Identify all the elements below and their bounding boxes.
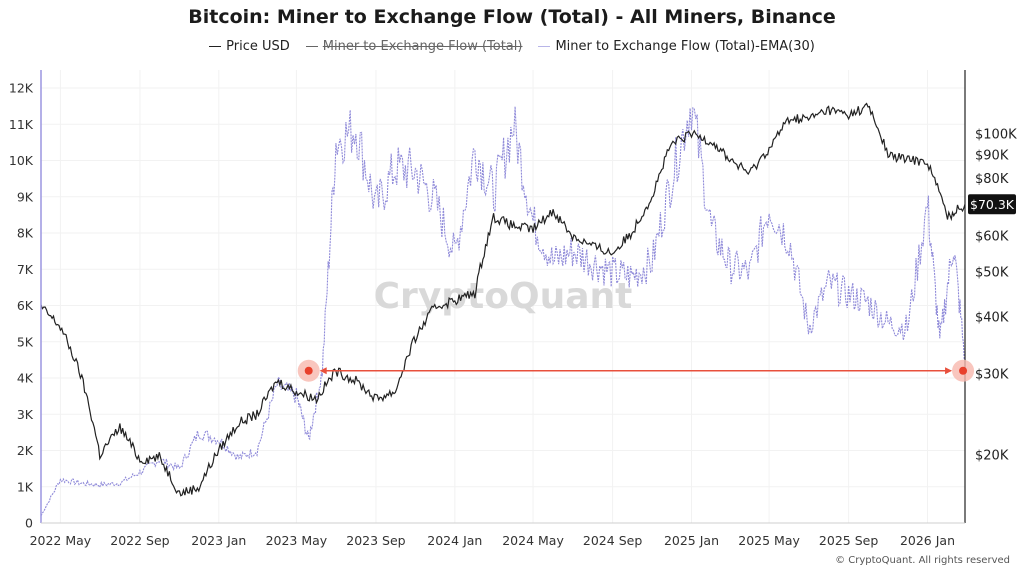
x-tick-label: 2022 May [30,533,92,548]
annotation-arrow [297,359,975,382]
annotation-end-dot [959,366,968,375]
legend: Price USD Miner to Exchange Flow (Total)… [0,39,1024,54]
series-layer [40,102,966,517]
x-tick-label: 2026 Jan [900,533,955,548]
legend-label-price: Price USD [226,39,290,54]
y-left-tick-label: 2K [17,443,34,458]
annotation-arrowhead-right [945,367,953,375]
chart-title: Bitcoin: Miner to Exchange Flow (Total) … [188,6,836,28]
y-left-tick-label: 3K [17,407,34,422]
annotation-arrowhead-left [319,367,327,375]
x-tick-label: 2025 Sep [819,533,878,548]
series-line-price [40,102,966,497]
y-left-tick-label: 11K [9,117,34,132]
legend-item-ema[interactable]: Miner to Exchange Flow (Total)-EMA(30) [538,39,815,54]
legend-label-ema: Miner to Exchange Flow (Total)-EMA(30) [555,39,815,54]
x-tick-label: 2022 Sep [110,533,169,548]
y-left-tick-label: 12K [9,81,34,96]
x-tick-label: 2024 May [502,533,564,548]
x-tick-label: 2023 Jan [191,533,246,548]
legend-swatch-price [209,46,222,47]
y-right-tick-label: $80K [975,172,1009,187]
grid [41,70,965,524]
annotation-start-dot [304,366,313,375]
current-price-badge-bg [968,194,1016,215]
y-left-tick-label: 10K [9,153,34,168]
x-tick-label: 2023 Sep [346,533,405,548]
current-price-badge: $70.3K [968,194,1016,215]
axes: 2022 May 2022 Sep 2023 Jan 2023 May 2023 Sep… [9,70,1017,548]
y-left-tick-label: 4K [17,371,34,386]
y-left-tick-label: 9K [17,189,34,204]
y-left-tick-label: 5K [17,334,34,349]
legend-label-flow: Miner to Exchange Flow (Total) [322,39,523,54]
copyright-text: © CryptoQuant. All rights reserved [835,555,1010,566]
x-tick-label: 2024 Sep [583,533,642,548]
legend-item-flow[interactable]: Miner to Exchange Flow (Total) [305,39,523,54]
annotation-layer [297,359,975,382]
y-left-tick-label: 1K [17,479,34,494]
y-left-tick-label: 7K [17,262,34,277]
series-line-ema [40,106,966,517]
x-tick-label: 2025 May [738,533,800,548]
y-right-tick-label: $30K [975,368,1009,383]
current-price-label: $70.3K [970,197,1015,212]
legend-swatch-ema [538,46,551,47]
y-right-tick-label: $50K [975,266,1009,281]
watermark: CryptoQuant [374,276,633,317]
y-right-tick-label: $20K [975,449,1009,464]
y-left-tick-label: 6K [17,298,34,313]
legend-swatch-flow [305,46,318,47]
y-right-tick-label: $40K [975,310,1009,325]
y-left-tick-label: 0 [25,516,33,531]
y-right-tick-label: $100K [975,128,1017,143]
y-right-tick-label: $60K [975,229,1009,244]
x-tick-label: 2023 May [266,533,328,548]
y-right-tick-label: $90K [975,149,1009,164]
y-left-tick-label: 8K [17,226,34,241]
x-tick-label: 2024 Jan [427,533,482,548]
legend-item-price[interactable]: Price USD [209,39,290,54]
x-tick-label: 2025 Jan [664,533,719,548]
